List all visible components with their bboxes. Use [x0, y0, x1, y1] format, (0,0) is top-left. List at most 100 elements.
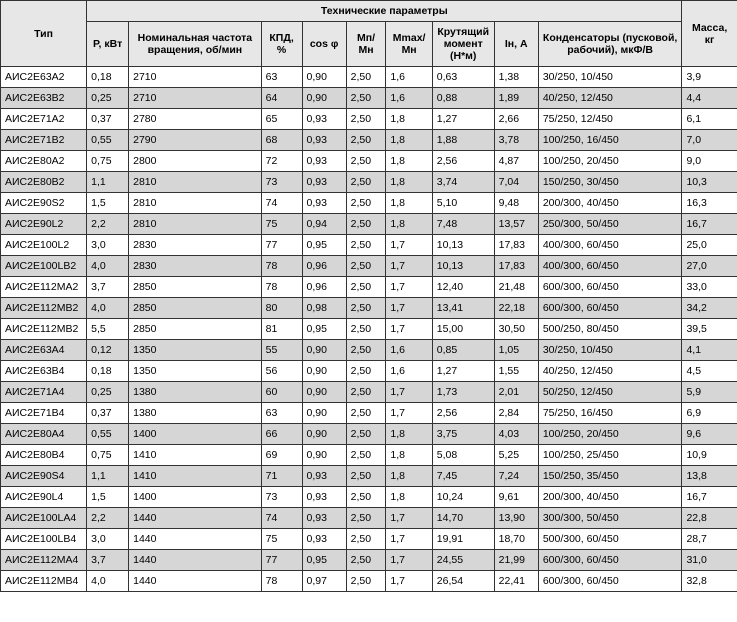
cell-mmax: 1,8	[386, 151, 432, 172]
cell-torque: 1,88	[432, 130, 494, 151]
table-row: АИС2Е80А40,551400660,902,501,83,754,0310…	[1, 424, 737, 445]
cell-type: АИС2Е112МВ2	[1, 319, 87, 340]
cell-type: АИС2Е100LB4	[1, 529, 87, 550]
cell-mass: 13,8	[682, 466, 737, 487]
cell-rpm: 1400	[129, 424, 262, 445]
cell-cap: 150/250, 30/450	[538, 172, 682, 193]
cell-kpd: 63	[261, 403, 302, 424]
cell-mpmn: 2,50	[346, 235, 386, 256]
col-mmax: Мmax/ Мн	[386, 22, 432, 67]
col-group: Технические параметры	[87, 1, 682, 22]
cell-mmax: 1,7	[386, 298, 432, 319]
cell-mmax: 1,8	[386, 193, 432, 214]
cell-torque: 10,13	[432, 256, 494, 277]
cell-torque: 1,27	[432, 109, 494, 130]
cell-torque: 12,40	[432, 277, 494, 298]
table-row: АИС2Е71В20,552790680,932,501,81,883,7810…	[1, 130, 737, 151]
cell-cos: 0,96	[302, 277, 346, 298]
cell-p: 3,0	[87, 529, 129, 550]
cell-mmax: 1,7	[386, 319, 432, 340]
cell-cos: 0,96	[302, 256, 346, 277]
cell-p: 0,18	[87, 361, 129, 382]
cell-rpm: 2800	[129, 151, 262, 172]
cell-type: АИС2Е112МА4	[1, 550, 87, 571]
cell-torque: 26,54	[432, 571, 494, 592]
cell-rpm: 1400	[129, 487, 262, 508]
cell-p: 0,37	[87, 403, 129, 424]
cell-kpd: 78	[261, 277, 302, 298]
cell-in: 3,78	[494, 130, 538, 151]
cell-cos: 0,98	[302, 298, 346, 319]
table-row: АИС2Е63А40,121350550,902,501,60,851,0530…	[1, 340, 737, 361]
cell-cos: 0,94	[302, 214, 346, 235]
cell-mass: 16,7	[682, 487, 737, 508]
table-container: Тип Технические параметры Масса, кг Р, к…	[0, 0, 737, 592]
cell-mpmn: 2,50	[346, 424, 386, 445]
cell-p: 3,7	[87, 550, 129, 571]
cell-rpm: 2830	[129, 235, 262, 256]
cell-torque: 3,74	[432, 172, 494, 193]
table-body: АИС2Е63А20,182710630,902,501,60,631,3830…	[1, 67, 737, 592]
cell-cap: 300/300, 50/450	[538, 508, 682, 529]
cell-p: 0,25	[87, 382, 129, 403]
cell-mpmn: 2,50	[346, 214, 386, 235]
table-row: АИС2Е112МА23,72850780,962,501,712,4021,4…	[1, 277, 737, 298]
cell-mass: 34,2	[682, 298, 737, 319]
cell-kpd: 60	[261, 382, 302, 403]
cell-cos: 0,93	[302, 487, 346, 508]
cell-mpmn: 2,50	[346, 88, 386, 109]
cell-p: 3,7	[87, 277, 129, 298]
cell-cos: 0,93	[302, 151, 346, 172]
cell-rpm: 2810	[129, 193, 262, 214]
cell-rpm: 1440	[129, 550, 262, 571]
cell-mmax: 1,8	[386, 424, 432, 445]
cell-in: 1,55	[494, 361, 538, 382]
cell-rpm: 2810	[129, 172, 262, 193]
cell-in: 9,48	[494, 193, 538, 214]
cell-mmax: 1,8	[386, 109, 432, 130]
cell-type: АИС2Е71А4	[1, 382, 87, 403]
cell-torque: 0,63	[432, 67, 494, 88]
cell-kpd: 75	[261, 214, 302, 235]
cell-cos: 0,90	[302, 445, 346, 466]
cell-mass: 16,3	[682, 193, 737, 214]
cell-in: 22,41	[494, 571, 538, 592]
cell-mass: 22,8	[682, 508, 737, 529]
col-cosphi: cos φ	[302, 22, 346, 67]
cell-in: 2,66	[494, 109, 538, 130]
cell-type: АИС2Е71А2	[1, 109, 87, 130]
cell-type: АИС2Е71В4	[1, 403, 87, 424]
table-row: АИС2Е71А40,251380600,902,501,71,732,0150…	[1, 382, 737, 403]
cell-cos: 0,90	[302, 361, 346, 382]
cell-cos: 0,90	[302, 67, 346, 88]
cell-type: АИС2Е100L2	[1, 235, 87, 256]
col-in: Iн, А	[494, 22, 538, 67]
cell-p: 4,0	[87, 256, 129, 277]
cell-rpm: 1380	[129, 382, 262, 403]
cell-mmax: 1,8	[386, 214, 432, 235]
cell-mpmn: 2,50	[346, 529, 386, 550]
table-head: Тип Технические параметры Масса, кг Р, к…	[1, 1, 737, 67]
cell-rpm: 1380	[129, 403, 262, 424]
cell-cos: 0,97	[302, 571, 346, 592]
cell-cos: 0,90	[302, 88, 346, 109]
cell-kpd: 63	[261, 67, 302, 88]
cell-rpm: 1440	[129, 508, 262, 529]
cell-mmax: 1,7	[386, 529, 432, 550]
cell-mmax: 1,7	[386, 508, 432, 529]
cell-rpm: 2850	[129, 277, 262, 298]
cell-torque: 7,45	[432, 466, 494, 487]
cell-p: 5,5	[87, 319, 129, 340]
cell-mpmn: 2,50	[346, 340, 386, 361]
cell-kpd: 66	[261, 424, 302, 445]
cell-type: АИС2Е90S2	[1, 193, 87, 214]
cell-rpm: 2790	[129, 130, 262, 151]
cell-kpd: 71	[261, 466, 302, 487]
cell-cos: 0,90	[302, 403, 346, 424]
cell-cap: 30/250, 10/450	[538, 67, 682, 88]
cell-kpd: 73	[261, 172, 302, 193]
table-row: АИС2Е112МВ24,02850800,982,501,713,4122,1…	[1, 298, 737, 319]
col-mpmn: Мп/ Мн	[346, 22, 386, 67]
cell-mmax: 1,7	[386, 571, 432, 592]
cell-mass: 28,7	[682, 529, 737, 550]
